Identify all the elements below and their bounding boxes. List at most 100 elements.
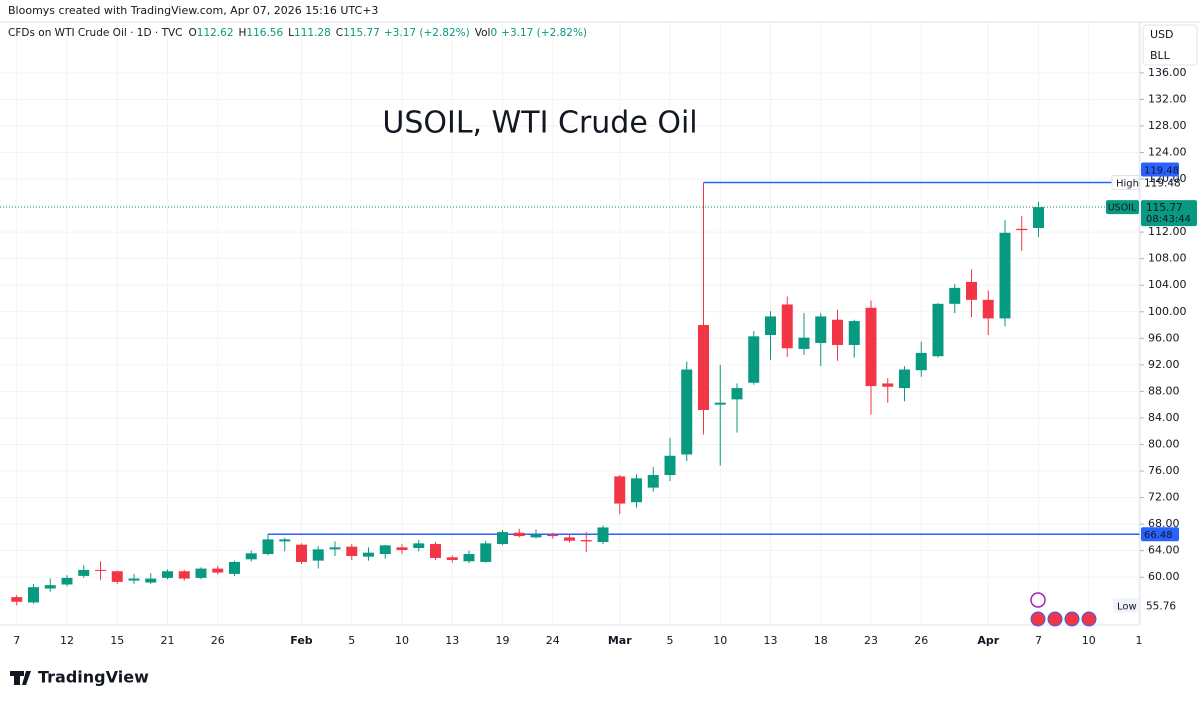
candle-body — [111, 571, 123, 582]
x-tick-label: 15 — [110, 634, 124, 647]
candle-body — [27, 587, 39, 603]
legend-value: 112.62 — [197, 27, 234, 39]
candle-body — [714, 402, 726, 405]
candle-body — [195, 568, 207, 578]
level-label: 119.48 — [1144, 166, 1179, 177]
candle-body — [245, 553, 257, 560]
symbol-tag-box — [1106, 200, 1139, 215]
candle-body — [848, 321, 860, 345]
x-tick-label: 24 — [546, 634, 560, 647]
x-tick-label: 21 — [160, 634, 174, 647]
candle-body — [11, 597, 23, 602]
x-tick-label: 26 — [211, 634, 225, 647]
y-tick-label: 84.00 — [1148, 411, 1180, 424]
legend-value: 111.28 — [294, 27, 331, 39]
legend-value: 0 — [490, 27, 497, 39]
y-tick-label: 68.00 — [1148, 517, 1180, 530]
x-tick-label: 1 — [1135, 634, 1142, 647]
candle-body — [882, 383, 894, 387]
y-tick-label: 104.00 — [1148, 278, 1187, 291]
legend-key: C — [336, 27, 343, 39]
candle-body — [898, 369, 910, 389]
y-tick-label: 76.00 — [1148, 464, 1180, 477]
x-tick-label: 10 — [395, 634, 409, 647]
candle-body — [145, 578, 157, 583]
candle-body — [346, 546, 358, 556]
legend-key: O — [189, 27, 197, 39]
candle-body — [731, 388, 743, 400]
y-tick-label: 88.00 — [1148, 384, 1180, 397]
candle-body — [463, 553, 475, 562]
legend-key: H — [239, 27, 247, 39]
last-price-label: 115.77 — [1146, 202, 1183, 214]
high-tag-box — [1111, 175, 1140, 191]
x-tick-label: 13 — [763, 634, 777, 647]
legend-key: L — [288, 27, 294, 39]
candle-body — [815, 316, 827, 343]
candle-body — [764, 316, 776, 335]
candle-body — [178, 571, 190, 579]
candle-body — [748, 336, 760, 383]
legend-change: +3.17 (+2.82%) — [384, 27, 470, 39]
y-tick-label: 132.00 — [1148, 92, 1187, 105]
legend-key: Vol — [475, 27, 491, 39]
countdown: 08:43:44 — [1146, 214, 1191, 225]
level-label-box — [1141, 162, 1179, 177]
x-tick-label: Feb — [290, 634, 313, 647]
candle-body — [580, 540, 592, 542]
y-tick-label: 100.00 — [1148, 305, 1187, 318]
x-tick-label: Mar — [608, 634, 632, 647]
candle-body — [965, 281, 977, 300]
candle-body — [94, 569, 106, 571]
brand: TradingView — [38, 668, 149, 687]
candle-body — [630, 478, 642, 503]
candle-body — [262, 539, 274, 554]
unit[interactable]: BLL — [1150, 49, 1171, 62]
high-tag: High — [1116, 179, 1139, 190]
unit-box[interactable] — [1142, 24, 1198, 66]
y-tick-label: 108.00 — [1148, 252, 1187, 265]
event-icon[interactable] — [1064, 611, 1080, 627]
candle-body — [781, 304, 793, 349]
event-icon[interactable] — [1030, 592, 1046, 608]
credit: Bloomys created with TradingView.com, Ap… — [8, 4, 378, 17]
candle-body — [831, 319, 843, 345]
x-tick-label: 18 — [814, 634, 828, 647]
currency[interactable]: USD — [1150, 28, 1174, 41]
low-tag-box — [1113, 598, 1139, 613]
event-icon[interactable] — [1047, 611, 1063, 627]
logo — [10, 671, 31, 685]
y-tick-label: 92.00 — [1148, 358, 1180, 371]
level-label: 66.48 — [1144, 530, 1173, 541]
candle-body — [1032, 207, 1044, 229]
y-tick-label: 112.00 — [1148, 225, 1187, 238]
plot: 60.00 64.00 68.00 72.00 76.00 80.00 84.00 88.00… — [11, 66, 1197, 647]
candle-body — [999, 232, 1011, 319]
x-tick-label: 26 — [914, 634, 928, 647]
candle-body — [61, 577, 73, 585]
x-tick-label: 19 — [495, 634, 509, 647]
candle-body — [279, 539, 291, 542]
candle-body — [362, 552, 374, 557]
level-label-box — [1141, 527, 1179, 542]
candle-body — [312, 549, 324, 561]
y-tick-label: 60.00 — [1148, 570, 1180, 583]
legend-change: +3.17 (+2.82%) — [501, 27, 587, 39]
candle-body — [396, 547, 408, 551]
candle-body — [446, 557, 458, 560]
candle-body — [413, 543, 425, 549]
candle-body — [295, 544, 307, 562]
candle-body — [228, 561, 240, 574]
event-icon[interactable] — [1030, 611, 1046, 627]
x-tick-label: 23 — [864, 634, 878, 647]
candle-body — [128, 578, 140, 581]
legend-value: 116.56 — [246, 27, 283, 39]
candle-body — [329, 547, 341, 550]
candle-body — [161, 571, 173, 578]
x-tick-label: 10 — [1082, 634, 1096, 647]
candle-body — [563, 537, 575, 541]
event-icon[interactable] — [1081, 611, 1097, 627]
y-tick-label: 136.00 — [1148, 66, 1187, 79]
candle-body — [614, 476, 626, 504]
